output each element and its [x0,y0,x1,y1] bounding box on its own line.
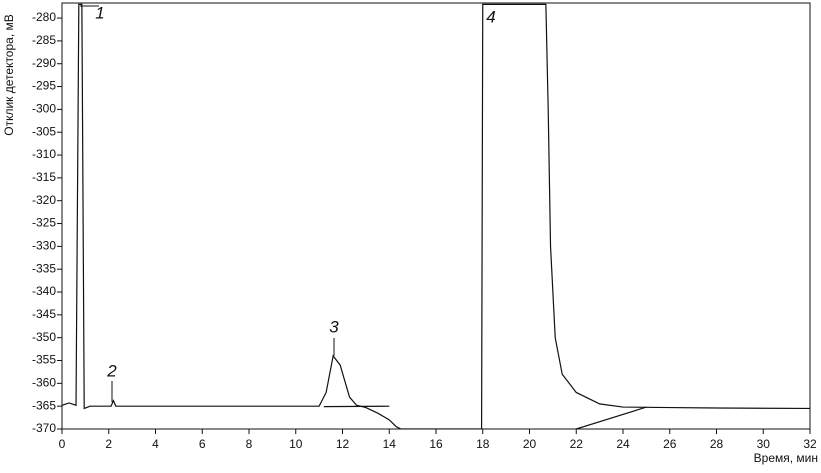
x-tick-label: 8 [246,437,253,451]
y-tick-label: -295 [32,79,56,93]
x-tick-label: 32 [803,437,817,451]
trace [62,4,810,429]
y-tick-label: -290 [32,56,56,70]
y-tick-label: -285 [32,33,56,47]
y-tick-label: -350 [32,330,56,344]
y-tick-label: -300 [32,102,56,116]
x-tick-label: 28 [710,437,724,451]
x-tick-label: 20 [523,437,537,451]
x-tick-label: 12 [336,437,350,451]
y-tick-label: -345 [32,307,56,321]
y-tick-label: -310 [32,147,56,161]
x-tick-label: 16 [429,437,443,451]
x-tick-label: 14 [383,437,397,451]
x-tick-label: 30 [757,437,771,451]
y-tick-label: -305 [32,124,56,138]
y-tick-label: -355 [32,353,56,367]
y-tick-label: -330 [32,239,56,253]
plot-frame [62,3,810,429]
y-tick-label: -315 [32,170,56,184]
x-tick-label: 26 [663,437,677,451]
y-tick-label: -370 [32,421,56,435]
x-tick-label: 4 [152,437,159,451]
y-tick-label: -320 [32,193,56,207]
traces [62,4,810,429]
x-axis-label: Время, мин [754,451,818,465]
x-tick-label: 24 [616,437,630,451]
peak-label: 3 [329,317,339,336]
x-tick-label: 0 [59,437,66,451]
x-tick-label: 2 [105,437,112,451]
y-tick-label: -335 [32,261,56,275]
x-tick-label: 10 [289,437,303,451]
y-axis-label: Отклик детектора, мВ [2,14,16,136]
x-tick-label: 22 [570,437,584,451]
peak-label: 2 [106,361,117,380]
x-tick-label: 6 [199,437,206,451]
peak-label: 1 [95,3,104,22]
y-tick-label: -365 [32,398,56,412]
y-tick-label: -280 [32,10,56,24]
y-tick-label: -340 [32,284,56,298]
peak-label: 4 [486,7,495,26]
y-tick-label: -325 [32,216,56,230]
y-tick-label: -360 [32,376,56,390]
trace [576,407,646,429]
x-tick-label: 18 [476,437,490,451]
